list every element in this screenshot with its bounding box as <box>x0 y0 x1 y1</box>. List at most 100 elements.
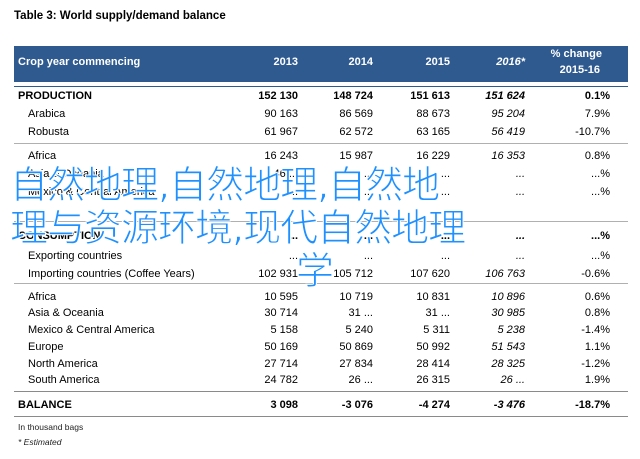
row-label: Europe <box>28 341 64 353</box>
header-2014: 2014 <box>348 56 373 68</box>
value-2013: 102 931 <box>258 268 298 280</box>
value-2014: 26 ... <box>348 374 373 386</box>
value-2015: ... <box>440 230 450 242</box>
watermark-line1: 自然地理,自然地理,自然地 <box>9 163 440 207</box>
value-2014: 62 572 <box>339 126 373 138</box>
value-change: 0.1% <box>584 90 610 102</box>
value-2013: 24 782 <box>264 374 298 386</box>
value-2013: ... <box>288 186 298 198</box>
value-2016: ... <box>515 230 525 242</box>
value-2013: 27 714 <box>264 358 298 370</box>
row-label: South America <box>28 374 100 386</box>
value-2014: 27 834 <box>339 358 373 370</box>
value-change: 0.6% <box>584 291 610 303</box>
header-2013: 2013 <box>273 56 298 68</box>
value-2016: 56 419 <box>491 126 525 138</box>
row-label: North America <box>28 358 98 370</box>
table-row: North America 27 714 27 834 28 414 28 325 -1.… <box>14 356 628 374</box>
value-2016: 51 543 <box>491 341 525 353</box>
value-2014: 148 724 <box>333 90 373 102</box>
table-row: Africa 10 595 10 719 10 831 10 896 0.6% <box>14 289 628 307</box>
row-label: Africa <box>28 150 57 162</box>
footnote-units: In thousand bags <box>18 422 84 432</box>
value-2013: ... <box>288 250 298 262</box>
table-row: Africa 16 243 15 987 16 229 16 353 0.8% <box>14 148 628 166</box>
row-label: Africa <box>28 291 57 303</box>
value-change: -0.6% <box>581 268 610 280</box>
value-2014: 10 719 <box>339 291 373 303</box>
table-row: Europe 50 169 50 869 50 992 51 543 1.1% <box>14 339 628 357</box>
row-divider <box>14 416 628 417</box>
value-2016: 5 238 <box>497 324 525 336</box>
value-2015: 63 165 <box>416 126 450 138</box>
row-label: PRODUCTION <box>18 90 92 102</box>
value-change: ...% <box>591 168 610 180</box>
value-change: -1.2% <box>581 358 610 370</box>
row-label: Importing countries (Coffee Years) <box>28 268 195 280</box>
value-2016: ... <box>515 168 525 180</box>
row-divider <box>14 283 628 284</box>
footnote-estimated: * Estimated <box>18 437 62 447</box>
value-2016: 26 ... <box>500 374 525 386</box>
watermark-line2: 理与资源环境,现代自然地理 <box>9 206 466 250</box>
value-2014: 105 712 <box>333 268 373 280</box>
value-2016: ... <box>515 186 525 198</box>
table-row: Mexico & Central America...............% <box>14 184 628 202</box>
value-2016: 30 985 <box>491 307 525 319</box>
value-change: ...% <box>591 250 610 262</box>
row-label: Exporting countries <box>28 250 123 262</box>
table-row: PRODUCTION 152 130 148 724 151 613 151 624 0.… <box>14 88 628 106</box>
value-2014: 5 240 <box>345 324 373 336</box>
value-2016: 151 624 <box>485 90 525 102</box>
value-2014: 50 869 <box>339 341 373 353</box>
value-2014: ... <box>363 168 373 180</box>
header-label: Crop year commencing <box>18 56 141 68</box>
value-2015: 16 229 <box>416 150 450 162</box>
value-change: 0.8% <box>584 307 610 319</box>
value-2015: -4 274 <box>418 399 450 411</box>
row-divider <box>14 143 628 144</box>
value-2013: 16 243 <box>264 150 298 162</box>
value-2013: 90 163 <box>264 108 298 120</box>
row-label: Mexico & Central America <box>28 324 155 336</box>
table-row: Asia & Oceania 30 714 31 ... 31 ... 30 985 0.… <box>14 305 628 323</box>
header-change-1: % change <box>550 48 602 60</box>
table-title: Table 3: World supply/demand balance <box>14 10 226 22</box>
value-2014: 86 569 <box>339 108 373 120</box>
table-header: Crop year commencing 2013 2014 2015 2016… <box>14 46 628 82</box>
value-2015: 88 673 <box>416 108 450 120</box>
value-2013: 152 130 <box>258 90 298 102</box>
row-divider <box>14 391 628 392</box>
value-2015: ... <box>440 250 450 262</box>
value-change: 1.9% <box>584 374 610 386</box>
value-2013: ... <box>288 230 298 242</box>
value-change: 0.8% <box>584 150 610 162</box>
row-label: Robusta <box>28 126 69 138</box>
row-label: Arabica <box>28 108 66 120</box>
value-2014: 15 987 <box>339 150 373 162</box>
table-row: Asia & Oceania 46 ...............% <box>14 166 628 184</box>
value-2014: ... <box>363 250 373 262</box>
row-divider <box>14 221 628 222</box>
row-label: CONSUMPTION <box>18 230 101 242</box>
value-change: -10.7% <box>575 126 610 138</box>
value-2015: 5 311 <box>423 324 450 336</box>
value-2015: 10 831 <box>416 291 450 303</box>
table-row: Mexico & Central America 5 158 5 240 5 311 5… <box>14 322 628 340</box>
table-row: CONSUMPTION...............% <box>14 228 628 246</box>
value-2015: 151 613 <box>410 90 450 102</box>
value-change: ...% <box>591 230 610 242</box>
value-2013: 61 967 <box>264 126 298 138</box>
table-row: Importing countries (Coffee Years) 102 93… <box>14 266 628 284</box>
value-2013: 5 158 <box>270 324 298 336</box>
value-2013: 46 ... <box>273 168 298 180</box>
value-2014: ... <box>363 230 373 242</box>
value-2013: 10 595 <box>264 291 298 303</box>
value-2013: 30 714 <box>264 307 298 319</box>
row-label: BALANCE <box>18 399 72 411</box>
value-2016: 28 325 <box>491 358 525 370</box>
value-2015: 28 414 <box>416 358 450 370</box>
value-2016: 16 353 <box>491 150 525 162</box>
value-2016: 106 763 <box>485 268 525 280</box>
table-row: BALANCE 3 098 -3 076 -4 274 -3 476 -18.7% <box>14 397 628 415</box>
